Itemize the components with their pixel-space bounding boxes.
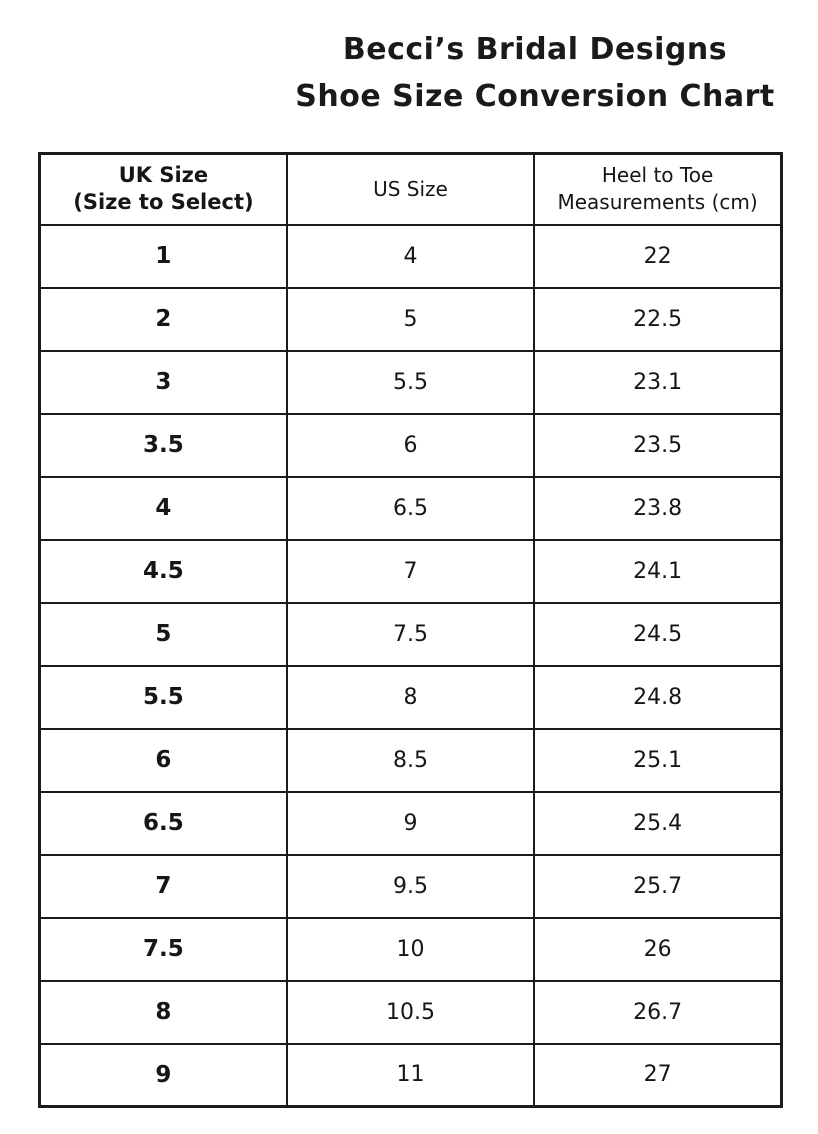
cell-heel-to-toe: 27 <box>533 1042 783 1108</box>
cell-heel-to-toe: 22 <box>533 223 783 289</box>
cell-us-size: 6 <box>285 412 536 478</box>
cell-uk-size: 7.5 <box>38 916 288 982</box>
cell-uk-size: 3 <box>38 349 288 415</box>
cell-uk-size: 6.5 <box>38 790 288 856</box>
header-uk-size: UK Size (Size to Select) <box>38 152 288 226</box>
cell-heel-to-toe: 24.1 <box>533 538 783 604</box>
table-row: 9 11 27 <box>38 1042 783 1108</box>
header-row: UK Size (Size to Select) US Size Heel to… <box>38 152 783 226</box>
cell-uk-size: 9 <box>38 1042 288 1108</box>
table-row: 6.5 9 25.4 <box>38 790 783 856</box>
table-row: 6 8.5 25.1 <box>38 727 783 793</box>
cell-heel-to-toe: 24.8 <box>533 664 783 730</box>
size-conversion-table: UK Size (Size to Select) US Size Heel to… <box>38 152 783 1108</box>
cell-uk-size: 5 <box>38 601 288 667</box>
cell-uk-size: 2 <box>38 286 288 352</box>
cell-us-size: 8.5 <box>285 727 536 793</box>
cell-us-size: 10.5 <box>285 979 536 1045</box>
cell-heel-to-toe: 25.1 <box>533 727 783 793</box>
cell-heel-to-toe: 22.5 <box>533 286 783 352</box>
title-line-1: Becci’s Bridal Designs <box>342 32 728 67</box>
cell-us-size: 5 <box>285 286 536 352</box>
cell-us-size: 7.5 <box>285 601 536 667</box>
table-row: 4 6.5 23.8 <box>38 475 783 541</box>
header-us-size-line1: US Size <box>373 176 448 201</box>
table-row: 1 4 22 <box>38 223 783 289</box>
header-uk-size-line1: UK Size <box>118 163 209 188</box>
cell-uk-size: 6 <box>38 727 288 793</box>
table-row: 7.5 10 26 <box>38 916 783 982</box>
table-row: 3.5 6 23.5 <box>38 412 783 478</box>
table-row: 7 9.5 25.7 <box>38 853 783 919</box>
cell-heel-to-toe: 23.8 <box>533 475 783 541</box>
cell-uk-size: 1 <box>38 223 288 289</box>
cell-heel-to-toe: 25.4 <box>533 790 783 856</box>
cell-us-size: 8 <box>285 664 536 730</box>
cell-uk-size: 8 <box>38 979 288 1045</box>
cell-heel-to-toe: 25.7 <box>533 853 783 919</box>
cell-us-size: 6.5 <box>285 475 536 541</box>
table-row: 2 5 22.5 <box>38 286 783 352</box>
cell-heel-to-toe: 26.7 <box>533 979 783 1045</box>
table-row: 4.5 7 24.1 <box>38 538 783 604</box>
cell-us-size: 11 <box>285 1042 536 1108</box>
cell-us-size: 5.5 <box>285 349 536 415</box>
header-heel-to-toe: Heel to Toe Measurements (cm) <box>533 152 783 226</box>
cell-uk-size: 3.5 <box>38 412 288 478</box>
title-line-2: Shoe Size Conversion Chart <box>295 79 775 114</box>
cell-heel-to-toe: 23.1 <box>533 349 783 415</box>
header-heel-to-toe-line2: Measurements (cm) <box>557 190 758 215</box>
cell-uk-size: 4.5 <box>38 538 288 604</box>
cell-us-size: 10 <box>285 916 536 982</box>
cell-uk-size: 7 <box>38 853 288 919</box>
cell-heel-to-toe: 24.5 <box>533 601 783 667</box>
header-heel-to-toe-line1: Heel to Toe <box>601 163 714 188</box>
cell-us-size: 4 <box>285 223 536 289</box>
table-row: 3 5.5 23.1 <box>38 349 783 415</box>
page-title: Becci’s Bridal Designs Shoe Size Convers… <box>240 26 818 120</box>
cell-uk-size: 4 <box>38 475 288 541</box>
table-row: 5.5 8 24.8 <box>38 664 783 730</box>
header-uk-size-line2: (Size to Select) <box>73 190 254 215</box>
cell-heel-to-toe: 26 <box>533 916 783 982</box>
table-row: 5 7.5 24.5 <box>38 601 783 667</box>
header-us-size: US Size <box>285 152 536 226</box>
cell-uk-size: 5.5 <box>38 664 288 730</box>
table-row: 8 10.5 26.7 <box>38 979 783 1045</box>
cell-us-size: 9 <box>285 790 536 856</box>
cell-us-size: 7 <box>285 538 536 604</box>
cell-us-size: 9.5 <box>285 853 536 919</box>
cell-heel-to-toe: 23.5 <box>533 412 783 478</box>
